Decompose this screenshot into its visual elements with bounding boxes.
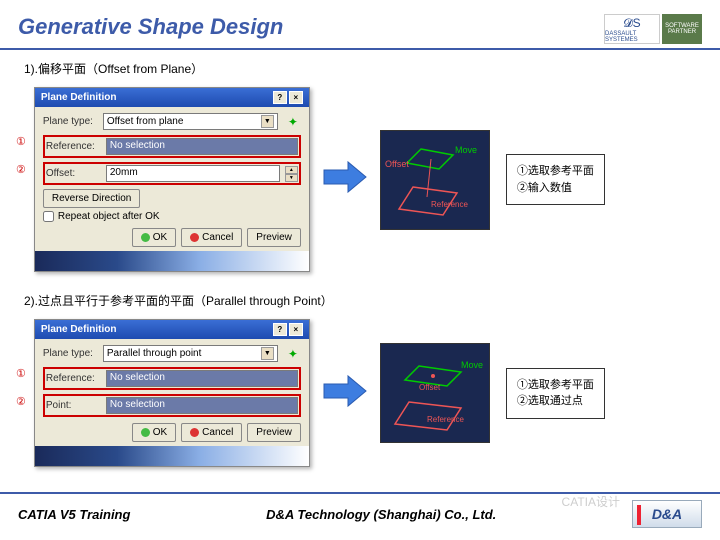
- reference-label: Reference:: [46, 373, 102, 384]
- footer-left: CATIA V5 Training: [18, 507, 130, 522]
- marker-2: ②: [16, 163, 26, 176]
- plane-type-select[interactable]: Offset from plane▼: [103, 113, 278, 130]
- marker-1: ①: [16, 135, 26, 148]
- help-button[interactable]: ?: [273, 323, 287, 336]
- dialog-footer-decoration: [35, 446, 309, 466]
- plane-type-label: Plane type:: [43, 116, 99, 127]
- marker-1: ①: [16, 367, 26, 380]
- spin-up[interactable]: ▲: [285, 166, 298, 174]
- notes-box-2: ①选取参考平面 ②选取通过点: [506, 368, 605, 419]
- svg-text:Reference: Reference: [427, 415, 464, 424]
- highlight-box-2: Offset: 20mm ▲▼: [43, 162, 301, 185]
- plane-type-label: Plane type:: [43, 348, 99, 359]
- da-logo: D&A: [632, 500, 702, 528]
- preview-3d-2: Move Offset Reference: [380, 343, 490, 443]
- cancel-button[interactable]: Cancel: [181, 228, 242, 247]
- partner-logos: 𝓓SDASSAULT SYSTEMES SOFTWARE PARTNER: [604, 14, 702, 44]
- highlight-box-1: Reference: No selection: [43, 367, 301, 390]
- arrow-icon: [322, 374, 368, 413]
- svg-text:Move: Move: [461, 360, 483, 370]
- section1-row: ① ② Plane Definition ? × Plane type: Off…: [16, 87, 704, 272]
- note-line: ①选取参考平面: [517, 163, 594, 180]
- header: Generative Shape Design 𝓓SDASSAULT SYSTE…: [0, 0, 720, 48]
- reuse-icon[interactable]: ✦: [285, 346, 301, 362]
- page-title: Generative Shape Design: [18, 14, 283, 40]
- dialog-titlebar[interactable]: Plane Definition ? ×: [35, 88, 309, 107]
- footer-mid: D&A Technology (Shanghai) Co., Ltd.: [266, 507, 496, 522]
- svg-text:Offset: Offset: [385, 159, 409, 169]
- footer: CATIA V5 Training D&A Technology (Shangh…: [0, 492, 720, 528]
- chevron-down-icon: ▼: [261, 115, 274, 128]
- note-line: ②输入数值: [517, 180, 594, 197]
- svg-text:Reference: Reference: [431, 200, 468, 209]
- content: 1).偏移平面（Offset from Plane） ① ② Plane Def…: [0, 60, 720, 467]
- note-line: ①选取参考平面: [517, 377, 594, 394]
- point-input[interactable]: No selection: [106, 397, 298, 414]
- offset-input[interactable]: 20mm: [106, 165, 280, 182]
- highlight-box-2: Point: No selection: [43, 394, 301, 417]
- reference-input[interactable]: No selection: [106, 370, 298, 387]
- dialog-title-text: Plane Definition: [41, 324, 117, 335]
- preview-button[interactable]: Preview: [247, 423, 301, 442]
- section1-title: 1).偏移平面（Offset from Plane）: [24, 60, 704, 77]
- section2-markers: ① ②: [16, 319, 26, 408]
- ok-button[interactable]: OK: [132, 228, 176, 247]
- section2-row: ① ② Plane Definition ? × Plane type: Par…: [16, 319, 704, 467]
- dassault-logo: 𝓓SDASSAULT SYSTEMES: [604, 14, 660, 44]
- plane-definition-dialog-2: Plane Definition ? × Plane type: Paralle…: [34, 319, 310, 467]
- svg-text:Offset: Offset: [419, 383, 441, 392]
- close-button[interactable]: ×: [289, 323, 303, 336]
- repeat-checkbox[interactable]: [43, 211, 54, 222]
- spin-down[interactable]: ▼: [285, 174, 298, 182]
- marker-2: ②: [16, 395, 26, 408]
- help-button[interactable]: ?: [273, 91, 287, 104]
- plane-type-select[interactable]: Parallel through point▼: [103, 345, 278, 362]
- highlight-box-1: Reference: No selection: [43, 135, 301, 158]
- reference-label: Reference:: [46, 141, 102, 152]
- dialog-title-text: Plane Definition: [41, 92, 117, 103]
- arrow-icon: [322, 160, 368, 199]
- preview-button[interactable]: Preview: [247, 228, 301, 247]
- close-button[interactable]: ×: [289, 91, 303, 104]
- svg-text:Move: Move: [455, 145, 477, 155]
- reference-input[interactable]: No selection: [106, 138, 298, 155]
- point-label: Point:: [46, 400, 102, 411]
- header-divider: [0, 48, 720, 50]
- dialog-titlebar[interactable]: Plane Definition ? ×: [35, 320, 309, 339]
- ok-button[interactable]: OK: [132, 423, 176, 442]
- reuse-icon[interactable]: ✦: [285, 114, 301, 130]
- software-partner-logo: SOFTWARE PARTNER: [662, 14, 702, 44]
- cancel-button[interactable]: Cancel: [181, 423, 242, 442]
- notes-box-1: ①选取参考平面 ②输入数值: [506, 154, 605, 205]
- preview-3d-1: Move Offset Reference: [380, 130, 490, 230]
- reverse-direction-button[interactable]: Reverse Direction: [43, 189, 140, 208]
- repeat-label: Repeat object after OK: [58, 211, 160, 222]
- note-line: ②选取通过点: [517, 393, 594, 410]
- plane-definition-dialog-1: Plane Definition ? × Plane type: Offset …: [34, 87, 310, 272]
- chevron-down-icon: ▼: [261, 347, 274, 360]
- dialog-footer-decoration: [35, 251, 309, 271]
- offset-label: Offset:: [46, 168, 102, 179]
- section2-title: 2).过点且平行于参考平面的平面（Parallel through Point）: [24, 292, 704, 309]
- section1-markers: ① ②: [16, 87, 26, 176]
